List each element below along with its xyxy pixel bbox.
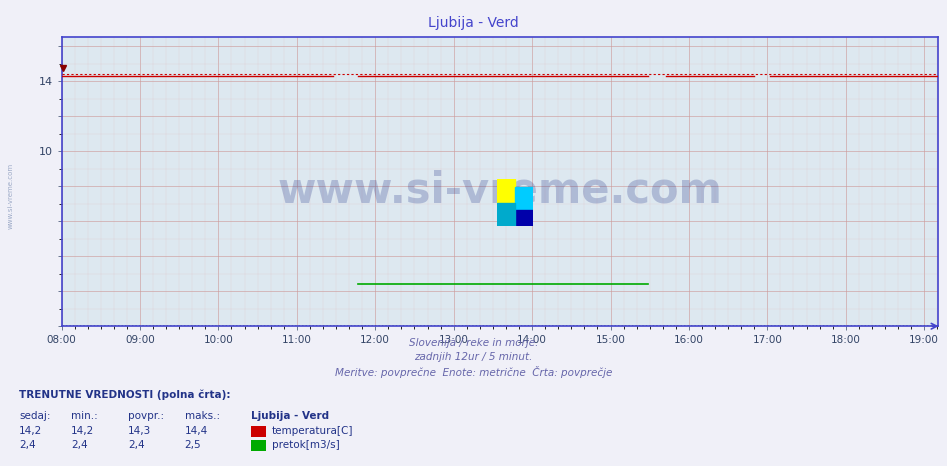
Text: 14,4: 14,4 <box>185 426 208 436</box>
Text: min.:: min.: <box>71 411 98 421</box>
Text: temperatura[C]: temperatura[C] <box>272 426 353 436</box>
Text: Meritve: povprečne  Enote: metrične  Črta: povprečje: Meritve: povprečne Enote: metrične Črta:… <box>335 366 612 378</box>
Text: www.si-vreme.com: www.si-vreme.com <box>8 163 13 229</box>
Text: Slovenija / reke in morje.: Slovenija / reke in morje. <box>409 338 538 348</box>
Text: 14,2: 14,2 <box>19 426 43 436</box>
Text: Ljubija - Verd: Ljubija - Verd <box>251 411 329 421</box>
Text: maks.:: maks.: <box>185 411 220 421</box>
Text: zadnjih 12ur / 5 minut.: zadnjih 12ur / 5 minut. <box>415 352 532 362</box>
Text: www.si-vreme.com: www.si-vreme.com <box>277 170 722 212</box>
Bar <box>497 203 515 226</box>
Text: 14,3: 14,3 <box>128 426 152 436</box>
Text: 2,4: 2,4 <box>128 440 145 450</box>
Bar <box>515 187 533 211</box>
Text: 2,4: 2,4 <box>19 440 36 450</box>
Text: sedaj:: sedaj: <box>19 411 50 421</box>
Text: Ljubija - Verd: Ljubija - Verd <box>428 16 519 30</box>
Text: pretok[m3/s]: pretok[m3/s] <box>272 440 340 450</box>
Bar <box>515 211 533 226</box>
Text: povpr.:: povpr.: <box>128 411 164 421</box>
Text: TRENUTNE VREDNOSTI (polna črta):: TRENUTNE VREDNOSTI (polna črta): <box>19 389 230 400</box>
Text: 2,4: 2,4 <box>71 440 88 450</box>
Text: 14,2: 14,2 <box>71 426 95 436</box>
Bar <box>497 179 515 203</box>
Text: 2,5: 2,5 <box>185 440 202 450</box>
